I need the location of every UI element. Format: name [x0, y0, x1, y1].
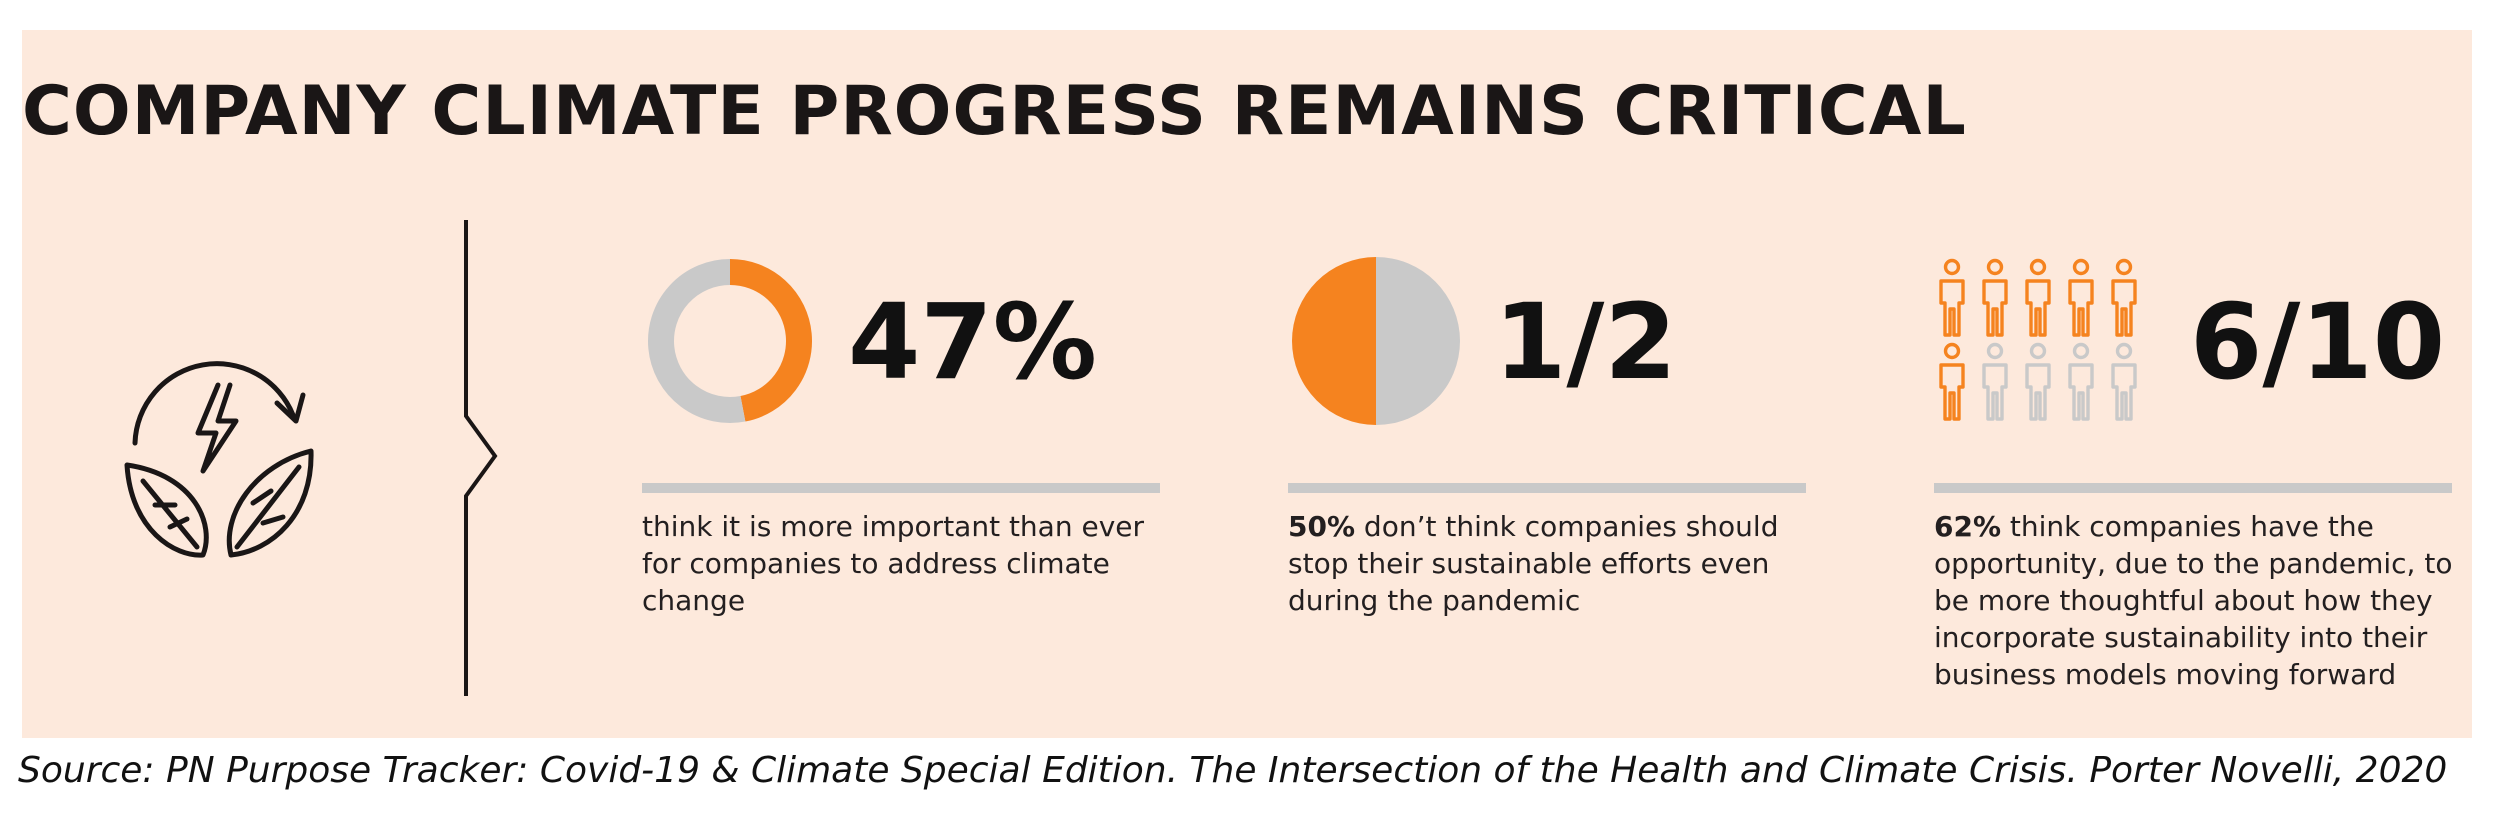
leaf-energy-cycle-icon [124, 361, 314, 558]
stat-value-47-percent: 47% [848, 281, 1097, 403]
person-icon-highlighted [2025, 258, 2051, 337]
person-icon-highlighted [1982, 258, 2008, 337]
stat-rule [1288, 483, 1806, 493]
pie-chart-half [1292, 257, 1460, 425]
stat-value-six-tenths: 6/10 [2190, 281, 2446, 403]
page-title: COMPANY CLIMATE PROGRESS REMAINS CRITICA… [22, 72, 1967, 151]
pie-slice-rest [1376, 257, 1460, 425]
pie-slice-highlight [1292, 257, 1376, 425]
person-icon [2111, 342, 2137, 421]
chevron-divider [464, 220, 498, 696]
donut-slice-highlight [729, 259, 812, 422]
person-icon-highlighted [1939, 342, 1965, 421]
stat-highlight: 62% [1934, 510, 2002, 543]
stat-highlight: 50% [1288, 510, 1356, 543]
stat-rule [1934, 483, 2452, 493]
stat-description: think it is more important than ever for… [642, 510, 1145, 617]
person-icon-highlighted [1939, 258, 1965, 337]
infographic-panel [22, 30, 2472, 738]
people-pictograph [1939, 258, 2137, 421]
stat-rule [642, 483, 1160, 493]
person-icon [1982, 342, 2008, 421]
person-icon-highlighted [2068, 258, 2094, 337]
stat-description: 50% don’t think companies should stop th… [1288, 510, 1779, 617]
stat-description: 62% think companies have the opportunity… [1934, 510, 2453, 691]
person-icon-highlighted [2111, 258, 2137, 337]
source-citation: Source: PN Purpose Tracker: Covid-19 & C… [18, 750, 2448, 791]
person-icon [2068, 342, 2094, 421]
donut-chart-47 [648, 259, 812, 423]
person-icon [2025, 342, 2051, 421]
stat-value-one-half: 1/2 [1494, 281, 1677, 403]
donut-slice-rest [648, 259, 746, 423]
